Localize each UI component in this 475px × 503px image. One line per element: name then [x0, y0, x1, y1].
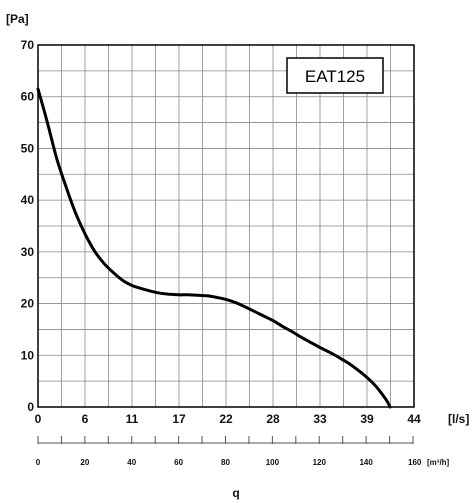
secondary-x-tick-label: 20	[80, 458, 89, 467]
secondary-x-tick-label: 40	[127, 458, 136, 467]
x-tick-label: 0	[35, 412, 42, 426]
secondary-x-tick-label: 0	[36, 458, 41, 467]
y-tick-label: 50	[21, 141, 35, 155]
x-tick-label: 6	[82, 412, 89, 426]
y-tick-label: 0	[27, 400, 34, 414]
y-tick-label: 20	[21, 297, 35, 311]
secondary-x-tick-label: 100	[266, 458, 280, 467]
y-axis-label: [Pa]	[6, 12, 29, 26]
secondary-x-tick-label: 120	[313, 458, 327, 467]
series-line-eat125	[36, 87, 392, 409]
x-axis-label: [l/s]	[448, 412, 469, 426]
secondary-x-tick-label: 60	[174, 458, 183, 467]
x-tick-label: 33	[313, 412, 327, 426]
x-tick-label: 39	[360, 412, 374, 426]
x-tick-label: 44	[407, 412, 421, 426]
y-tick-label: 10	[21, 348, 35, 362]
legend-label: EAT125	[305, 67, 365, 86]
secondary-x-ticks	[37, 436, 414, 444]
y-tick-label: 40	[21, 193, 35, 207]
x-tick-labels: 0 6 11 17 22 28 33 39 44	[35, 412, 421, 426]
y-tick-labels: 0 10 20 30 40 50 60 70	[21, 38, 35, 414]
secondary-x-tick-label: 160	[408, 458, 422, 467]
secondary-x-axis-unit: [m³/h]	[427, 458, 450, 467]
y-tick-label: 70	[21, 38, 35, 52]
bottom-axis-label: q	[232, 486, 239, 500]
plot-frame	[37, 44, 415, 408]
y-tick-label: 60	[21, 90, 35, 104]
secondary-x-tick-labels: 0 20 40 60 80 100 120 140 160	[36, 458, 422, 467]
x-tick-label: 11	[126, 412, 139, 426]
y-tick-label: 30	[21, 245, 35, 259]
secondary-x-tick-label: 140	[359, 458, 373, 467]
secondary-x-tick-label: 80	[221, 458, 230, 467]
x-tick-label: 17	[172, 412, 186, 426]
x-tick-label: 28	[266, 412, 280, 426]
legend-box	[286, 57, 384, 94]
legend: EAT125	[286, 57, 384, 94]
x-tick-label: 22	[219, 412, 233, 426]
grid	[38, 45, 414, 407]
